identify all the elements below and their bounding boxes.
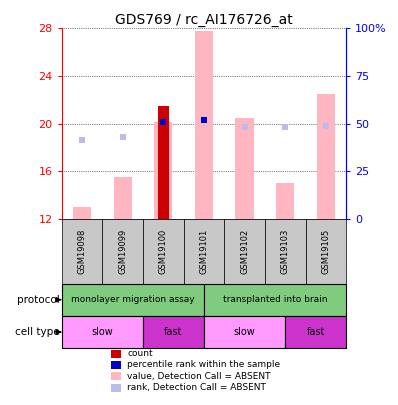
Bar [62,219,102,284]
Bar [62,316,143,348]
Bar [276,183,295,219]
Text: GSM19100: GSM19100 [159,228,168,274]
Text: slow: slow [92,327,113,337]
Bar [62,284,204,316]
Bar [113,177,132,219]
Text: GSM19101: GSM19101 [199,228,209,274]
Text: transplanted into brain: transplanted into brain [223,295,328,304]
Text: value, Detection Call = ABSENT: value, Detection Call = ABSENT [127,372,271,381]
Text: GSM19098: GSM19098 [78,228,86,274]
Bar [204,284,346,316]
Bar [102,219,143,284]
Text: fast: fast [306,327,325,337]
Bar [285,316,346,348]
Bar [236,117,254,219]
Bar [183,219,224,284]
Text: protocol: protocol [17,295,60,305]
Bar [204,316,285,348]
Bar [317,94,335,219]
Text: percentile rank within the sample: percentile rank within the sample [127,360,281,369]
Text: GSM19103: GSM19103 [281,228,290,274]
Text: GSM19102: GSM19102 [240,228,249,274]
Bar [158,106,169,219]
Bar [143,316,204,348]
Text: cell type: cell type [15,327,60,337]
Title: GDS769 / rc_AI176726_at: GDS769 / rc_AI176726_at [115,13,293,27]
Text: count: count [127,349,153,358]
Text: slow: slow [234,327,256,337]
Text: GSM19105: GSM19105 [322,228,330,274]
Text: rank, Detection Call = ABSENT: rank, Detection Call = ABSENT [127,383,266,392]
Bar [265,219,306,284]
Bar [143,219,183,284]
Text: GSM19099: GSM19099 [118,228,127,274]
Bar [154,122,172,219]
Bar [224,219,265,284]
Bar [73,207,91,219]
Text: monolayer migration assay: monolayer migration assay [71,295,195,304]
Text: fast: fast [164,327,183,337]
Bar [306,219,346,284]
Bar [195,31,213,219]
